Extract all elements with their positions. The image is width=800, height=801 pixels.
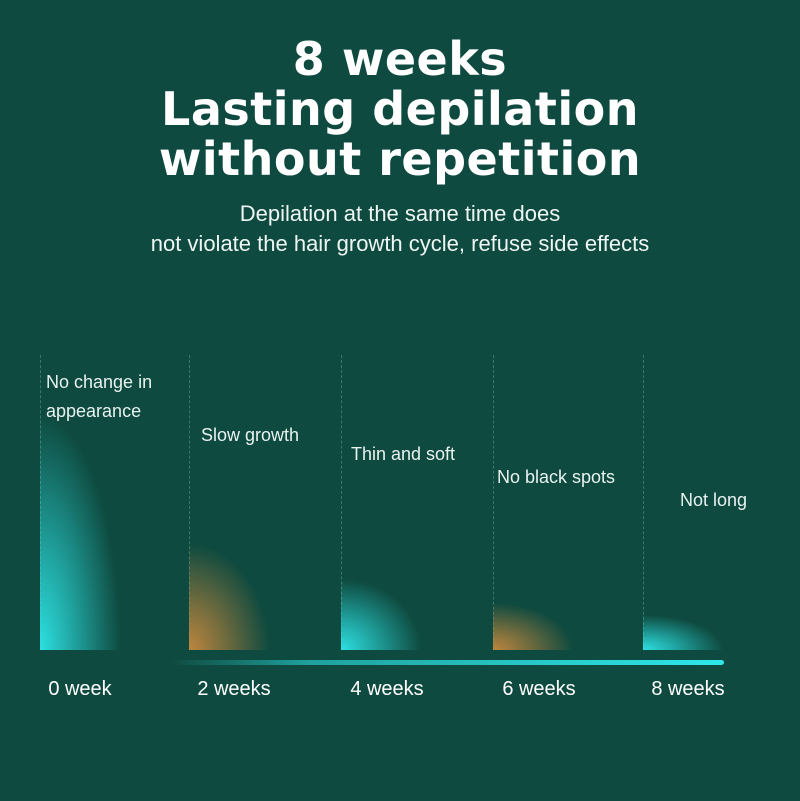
week-label: 2 weeks bbox=[197, 678, 271, 700]
stage-description: No change in appearance bbox=[46, 368, 152, 426]
stage-growth-bar bbox=[493, 591, 577, 650]
headline-line-1: 8 weeks bbox=[292, 32, 508, 86]
stage-description: Thin and soft bbox=[351, 440, 455, 469]
week-label: 6 weeks bbox=[502, 678, 576, 700]
timeline-baseline bbox=[170, 660, 724, 665]
subtitle-line-2: not violate the hair growth cycle, refus… bbox=[150, 231, 650, 256]
stage-description: No black spots bbox=[497, 463, 615, 492]
headline-line-3: without repetition bbox=[158, 132, 642, 186]
stage-divider-line bbox=[493, 355, 494, 650]
stage-description-line: appearance bbox=[46, 401, 142, 421]
stage-growth-bar bbox=[643, 606, 727, 650]
headline-line-2: Lasting depilation bbox=[161, 82, 639, 136]
stage-description-line: No black spots bbox=[497, 467, 616, 487]
week-label: 8 weeks bbox=[651, 678, 725, 700]
stage-growth-bar bbox=[341, 561, 425, 650]
stage-description-line: Thin and soft bbox=[351, 444, 456, 464]
stage-growth-bar bbox=[40, 355, 124, 650]
stage-growth-bar bbox=[189, 517, 273, 650]
stage-description-line: Slow growth bbox=[201, 425, 300, 445]
stage-divider-line bbox=[189, 355, 190, 650]
stage-divider-line bbox=[643, 355, 644, 650]
stage-divider-line bbox=[341, 355, 342, 650]
week-label: 4 weeks bbox=[350, 678, 424, 700]
week-label: 0 week bbox=[48, 678, 112, 700]
stage-description: Not long bbox=[680, 486, 747, 515]
stage-description: Slow growth bbox=[201, 421, 299, 450]
stage-description-line: No change in bbox=[46, 372, 153, 392]
stage-description-line: Not long bbox=[680, 490, 748, 510]
subtitle-line-1: Depilation at the same time does bbox=[239, 201, 561, 226]
